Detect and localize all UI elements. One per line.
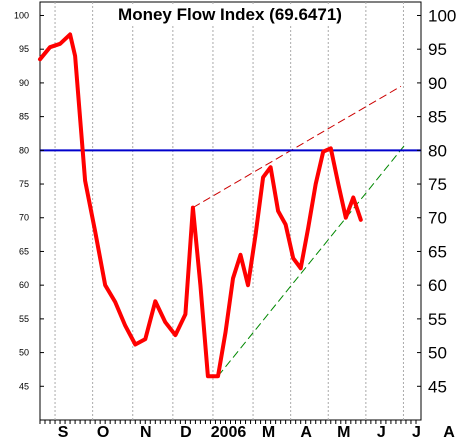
series [38,32,363,379]
y-tick-label-left: 85 [19,112,29,122]
y-tick-label-right: 55 [428,310,447,329]
y-tick-label-left: 90 [19,78,29,88]
trendlines [192,85,407,377]
y-tick-label-left: 100 [14,10,29,20]
x-tick-label: J [412,424,421,441]
y-tick-label-right: 60 [428,276,447,295]
y-tick-label-right: 80 [428,141,447,160]
y-tick-label-right: 50 [428,344,447,363]
x-tick-label: M [337,424,350,441]
x-tick-label: D [180,424,192,441]
y-tick-label-left: 55 [19,314,29,324]
x-tick-label: A [300,424,312,441]
title-backdrop [104,4,356,26]
y-tick-label-left: 80 [19,145,29,155]
x-tick-label: M [262,424,275,441]
x-tick-label: J [377,424,386,441]
y-tick-label-right: 75 [428,175,447,194]
y-tick-label-left: 65 [19,246,29,256]
lower-trendline [217,143,407,377]
y-ticks-right: 45 50 55 60 65 70 75 80 85 90 95 100 [417,6,456,396]
mfi-series-line [38,32,363,379]
y-tick-label-right: 95 [428,40,447,59]
y-tick-label-left: 70 [19,213,29,223]
y-tick-label-left: 45 [19,381,29,391]
y-ticks-left: 45 50 55 60 65 70 75 80 85 90 95 100 [14,10,44,391]
x-tick-label: 2006 [211,424,247,441]
x-ticks: S O N D 2006 M A M J J A [39,420,455,441]
y-tick-label-left: 75 [19,179,29,189]
plot-area [39,1,422,421]
y-tick-label-right: 65 [428,242,447,261]
grid-lines [54,2,404,420]
y-tick-label-right: 45 [428,377,447,396]
y-tick-label-left: 50 [19,348,29,358]
x-tick-label: N [140,424,152,441]
chart-title: Money Flow Index (69.6471) [118,5,342,24]
upper-trendline [192,85,402,209]
y-tick-label-left: 60 [19,280,29,290]
y-tick-label-right: 70 [428,209,447,228]
y-tick-label-right: 90 [428,74,447,93]
y-tick-label-right: 100 [428,6,456,25]
y-tick-label-left: 95 [19,44,29,54]
x-tick-label: S [58,424,69,441]
x-tick-label: O [97,424,109,441]
y-tick-label-right: 85 [428,108,447,127]
x-tick-label: A [443,424,455,441]
